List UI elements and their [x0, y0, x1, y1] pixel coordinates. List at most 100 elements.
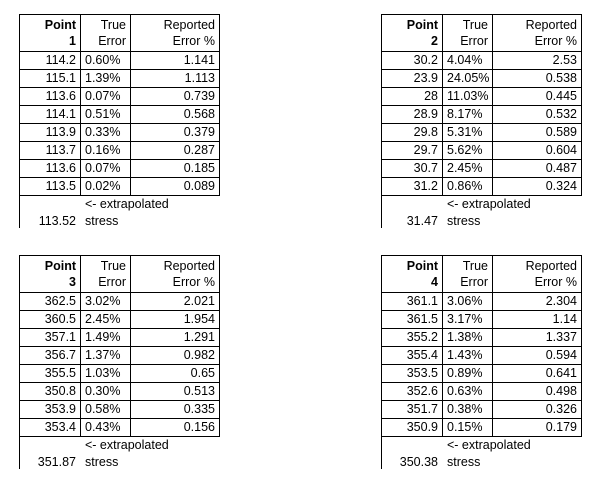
- true-error-cell: 0.02%: [80, 177, 131, 196]
- reported-error-cell: 0.604: [492, 141, 582, 160]
- true-error-header: True Error: [80, 255, 131, 293]
- reported-error-cell: 2.304: [492, 292, 582, 311]
- true-error-cell: 0.86%: [442, 177, 493, 196]
- reported-error-cell: 0.445: [492, 87, 582, 106]
- reported-error-cell: 0.65: [130, 364, 220, 383]
- true-error-cell: 5.62%: [442, 141, 493, 160]
- reported-error-cell: 1.14: [492, 310, 582, 329]
- footer-divider: [19, 196, 20, 228]
- table-row: 113.9 0.33% 0.379: [19, 123, 220, 142]
- table-row: 113.5 0.02% 0.089: [19, 177, 220, 196]
- true-error-cell: 8.17%: [442, 105, 493, 124]
- reported-error-header: Reported Error %: [492, 255, 582, 293]
- table-row: 31.2 0.86% 0.324: [381, 177, 582, 196]
- table-row: 115.1 1.39% 1.113: [19, 69, 220, 88]
- table-row: 28.9 8.17% 0.532: [381, 105, 582, 124]
- header-row: Point 1 True Error Reported Error %: [19, 14, 220, 52]
- stress-cell: 114.1: [19, 105, 81, 124]
- stress-cell: 360.5: [19, 310, 81, 329]
- stress-cell: 361.5: [381, 310, 443, 329]
- reported-error-cell: 0.498: [492, 382, 582, 401]
- table-row: 353.4 0.43% 0.156: [19, 418, 220, 437]
- table-row: 350.8 0.30% 0.513: [19, 382, 220, 401]
- reported-error-cell: 2.021: [130, 292, 220, 311]
- point-label: Point: [44, 18, 76, 32]
- point-header: Point 3: [19, 255, 81, 293]
- header-row: Point 4 True Error Reported Error %: [381, 255, 582, 293]
- extrapolated-value: 351.87: [37, 455, 76, 469]
- stress-cell: 113.5: [19, 177, 81, 196]
- point-number: 1: [69, 34, 76, 48]
- reported-error-cell: 0.089: [130, 177, 220, 196]
- stress-cell: 113.6: [19, 159, 81, 178]
- stress-cell: 361.1: [381, 292, 443, 311]
- table-row: 355.2 1.38% 1.337: [381, 328, 582, 347]
- point-label: Point: [406, 18, 438, 32]
- reported-error-header: Reported Error %: [130, 14, 220, 52]
- true-error-cell: 0.30%: [80, 382, 131, 401]
- reported-error-cell: 0.532: [492, 105, 582, 124]
- reported-error-cell: 0.179: [492, 418, 582, 437]
- true-error-cell: 3.02%: [80, 292, 131, 311]
- extrapolated-label: <- extrapolated: [85, 438, 169, 452]
- true-error-cell: 1.03%: [80, 364, 131, 383]
- reported-error-cell: 0.594: [492, 346, 582, 365]
- table-row: 30.2 4.04% 2.53: [381, 51, 582, 70]
- table-row: 355.5 1.03% 0.65: [19, 364, 220, 383]
- stress-cell: 352.6: [381, 382, 443, 401]
- reported-error-header: Reported Error %: [130, 255, 220, 293]
- stress-cell: 353.5: [381, 364, 443, 383]
- reported-error-cell: 1.291: [130, 328, 220, 347]
- stress-cell: 356.7: [19, 346, 81, 365]
- table-row: 30.7 2.45% 0.487: [381, 159, 582, 178]
- reported-error-cell: 0.982: [130, 346, 220, 365]
- true-error-cell: 2.45%: [80, 310, 131, 329]
- stress-label: stress: [85, 455, 119, 469]
- extrapolated-footer: <- extrapolated 351.87 stress: [19, 437, 219, 471]
- point-header: Point 4: [381, 255, 443, 293]
- true-error-cell: 0.60%: [80, 51, 131, 70]
- table-row: 353.5 0.89% 0.641: [381, 364, 582, 383]
- true-error-cell: 0.51%: [80, 105, 131, 124]
- reported-error-header: Reported Error %: [492, 14, 582, 52]
- reported-error-cell: 0.379: [130, 123, 220, 142]
- table-row: 113.6 0.07% 0.185: [19, 159, 220, 178]
- reported-error-cell: 0.185: [130, 159, 220, 178]
- stress-cell: 113.9: [19, 123, 81, 142]
- stress-cell: 353.4: [19, 418, 81, 437]
- reported-error-cell: 1.141: [130, 51, 220, 70]
- footer-divider: [381, 196, 382, 228]
- stress-cell: 113.7: [19, 141, 81, 160]
- stress-cell: 353.9: [19, 400, 81, 419]
- extrapolated-footer: <- extrapolated 113.52 stress: [19, 196, 219, 230]
- extrapolated-value: 113.52: [38, 214, 76, 228]
- extrapolated-footer: <- extrapolated 350.38 stress: [381, 437, 581, 471]
- table-row: 29.8 5.31% 0.589: [381, 123, 582, 142]
- error-table: Point 4 True Error Reported Error % 361.…: [381, 255, 582, 437]
- point-number: 3: [69, 275, 76, 289]
- reported-error-cell: 1.954: [130, 310, 220, 329]
- table-row: 114.1 0.51% 0.568: [19, 105, 220, 124]
- stress-cell: 115.1: [19, 69, 81, 88]
- table-row: 355.4 1.43% 0.594: [381, 346, 582, 365]
- stress-cell: 355.4: [381, 346, 443, 365]
- reported-error-cell: 0.335: [130, 400, 220, 419]
- header-row: Point 2 True Error Reported Error %: [381, 14, 582, 52]
- table-row: 113.7 0.16% 0.287: [19, 141, 220, 160]
- extrapolated-value: 350.38: [399, 455, 438, 469]
- stress-cell: 362.5: [19, 292, 81, 311]
- table-row: 362.5 3.02% 2.021: [19, 292, 220, 311]
- true-error-header: True Error: [80, 14, 131, 52]
- true-error-cell: 3.06%: [442, 292, 493, 311]
- table-row: 352.6 0.63% 0.498: [381, 382, 582, 401]
- true-error-cell: 2.45%: [442, 159, 493, 178]
- true-error-cell: 0.89%: [442, 364, 493, 383]
- reported-error-cell: 0.538: [492, 69, 582, 88]
- table-row: 351.7 0.38% 0.326: [381, 400, 582, 419]
- true-error-cell: 0.38%: [442, 400, 493, 419]
- stress-cell: 31.2: [381, 177, 443, 196]
- stress-cell: 355.2: [381, 328, 443, 347]
- true-error-cell: 0.07%: [80, 87, 131, 106]
- table-row: 114.2 0.60% 1.141: [19, 51, 220, 70]
- table-row: 29.7 5.62% 0.604: [381, 141, 582, 160]
